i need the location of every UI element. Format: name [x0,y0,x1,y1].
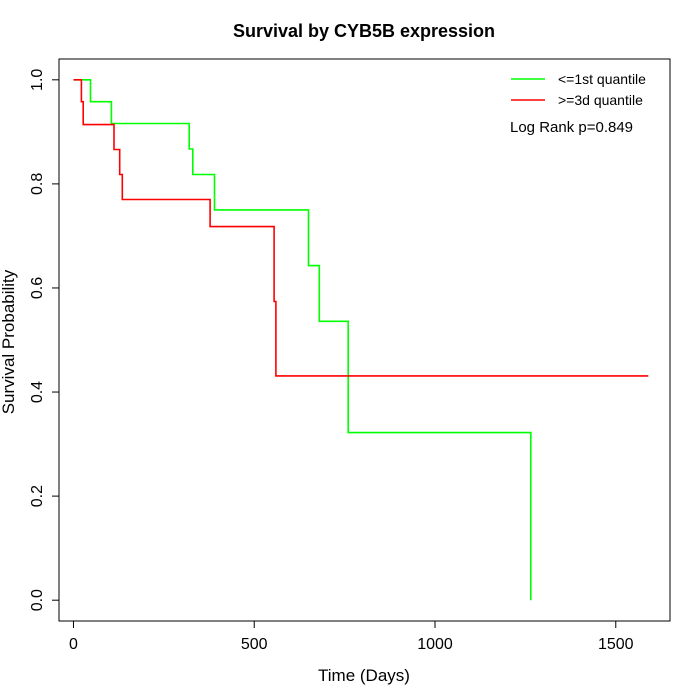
y-tick-label: 0.0 [29,589,46,611]
y-tick-label: 0.8 [29,173,46,195]
x-tick-label: 500 [241,636,268,653]
x-tick-label: 0 [69,636,78,653]
y-tick-label: 1.0 [29,69,46,91]
chart-title: Survival by CYB5B expression [233,21,495,41]
x-tick-label: 1000 [417,636,453,653]
legend: <=1st quantile >=3d quantile [511,71,646,108]
y-tick-label: 0.6 [29,277,46,299]
y-axis: 0.0 0.2 0.4 0.6 0.8 1.0 [29,69,60,611]
series-line-1 [73,79,532,601]
y-tick-label: 0.4 [29,381,46,403]
y-axis-label: Survival Probability [0,269,18,414]
legend-label-2: >=3d quantile [558,92,643,108]
series-line-2 [73,79,649,377]
log-rank-annotation: Log Rank p=0.849 [510,119,633,136]
y-tick-label: 0.2 [29,485,46,507]
x-tick-label: 1500 [598,636,634,653]
x-axis: 0 500 1000 1500 [69,620,634,653]
series-layer [73,79,649,601]
legend-label-1: <=1st quantile [558,71,646,87]
x-axis-label: Time (Days) [318,666,410,685]
plot-frame [58,58,671,622]
